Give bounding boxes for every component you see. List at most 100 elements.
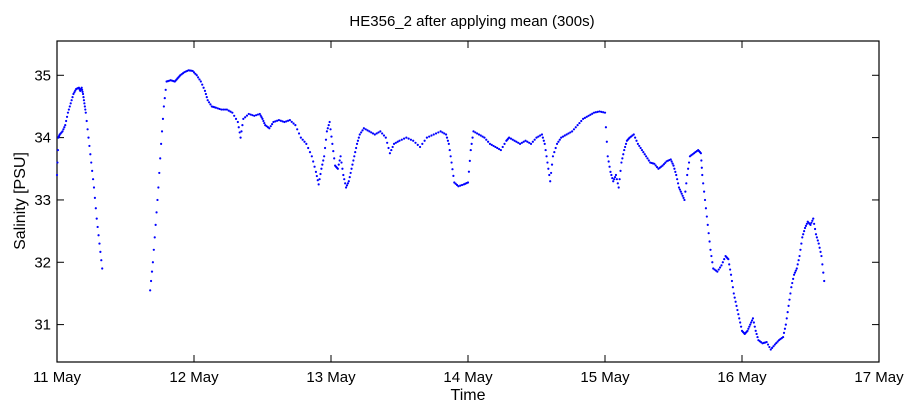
y-tick-label: 32	[34, 254, 51, 271]
data-point	[55, 173, 59, 177]
data-point	[203, 89, 207, 92]
data-point	[821, 263, 824, 266]
data-point	[499, 148, 502, 152]
data-point	[785, 317, 788, 320]
data-point	[613, 178, 616, 181]
data-point	[377, 131, 380, 134]
data-point	[448, 148, 451, 152]
data-point	[547, 167, 550, 170]
data-point	[348, 175, 351, 179]
data-point	[371, 132, 375, 135]
data-point	[736, 308, 739, 312]
data-point	[160, 142, 163, 145]
data-point	[733, 296, 736, 299]
data-point	[551, 155, 555, 158]
data-point	[245, 114, 249, 117]
data-point	[589, 113, 592, 116]
data-point	[701, 173, 704, 177]
data-point	[83, 102, 86, 105]
data-point	[206, 99, 209, 102]
data-point	[820, 254, 823, 258]
data-point	[739, 325, 743, 328]
data-point	[497, 147, 501, 151]
data-point	[256, 113, 260, 116]
data-point	[336, 167, 339, 170]
data-point	[81, 88, 84, 91]
data-point	[560, 136, 563, 139]
data-point	[423, 139, 426, 142]
data-point	[748, 325, 751, 328]
data-point	[535, 136, 538, 139]
data-point	[434, 132, 438, 135]
data-point	[509, 137, 513, 140]
data-point	[803, 230, 806, 233]
data-point	[244, 116, 247, 119]
data-point	[729, 273, 733, 276]
data-point	[752, 321, 755, 324]
data-point	[249, 113, 252, 116]
data-point	[452, 174, 455, 177]
data-point	[707, 232, 710, 235]
data-point	[201, 83, 204, 86]
data-point	[664, 161, 667, 164]
data-point	[782, 331, 786, 335]
data-point	[541, 136, 544, 139]
data-point	[82, 99, 86, 102]
data-point	[662, 163, 666, 166]
data-point	[548, 173, 551, 177]
data-point	[238, 131, 241, 134]
data-point	[754, 329, 757, 332]
data-point	[653, 162, 656, 165]
data-point	[80, 86, 83, 89]
data-point	[583, 116, 587, 119]
data-point	[355, 142, 359, 145]
data-point	[723, 258, 726, 261]
data-point	[416, 143, 419, 146]
data-point	[352, 159, 355, 162]
data-point	[96, 225, 99, 229]
data-point	[561, 135, 565, 138]
data-point	[343, 178, 346, 181]
data-point	[222, 108, 225, 111]
data-point	[328, 120, 331, 124]
data-point	[63, 126, 66, 129]
data-point	[159, 157, 162, 160]
data-point	[294, 124, 297, 127]
data-point	[160, 130, 164, 133]
data-point	[261, 117, 264, 121]
data-point	[362, 127, 365, 130]
data-point	[87, 136, 90, 139]
data-point	[683, 198, 686, 202]
data-point	[379, 130, 382, 133]
data-point	[161, 117, 165, 121]
x-tick-label: 13 May	[306, 369, 356, 386]
data-point	[204, 92, 207, 96]
data-point	[746, 329, 749, 332]
data-point	[647, 159, 650, 162]
data-point	[346, 182, 349, 185]
data-point	[655, 166, 659, 169]
data-point	[263, 121, 266, 125]
data-point	[466, 181, 470, 184]
data-point	[483, 136, 486, 139]
data-point	[74, 89, 77, 92]
data-point	[240, 130, 243, 133]
data-point	[477, 133, 481, 136]
data-point	[296, 128, 299, 131]
data-point	[446, 139, 450, 142]
data-point	[598, 110, 601, 113]
data-point	[356, 139, 360, 142]
x-tick-label: 11 May	[33, 369, 82, 386]
data-point	[684, 190, 687, 193]
data-point	[508, 136, 511, 139]
data-point	[554, 146, 557, 150]
data-point	[643, 153, 646, 156]
data-point	[281, 120, 284, 123]
data-point	[437, 131, 440, 134]
data-point	[396, 140, 399, 143]
data-point	[673, 167, 676, 170]
data-point	[791, 281, 794, 285]
data-point	[64, 124, 67, 127]
y-tick-label: 35	[34, 67, 51, 84]
data-point	[247, 112, 250, 116]
